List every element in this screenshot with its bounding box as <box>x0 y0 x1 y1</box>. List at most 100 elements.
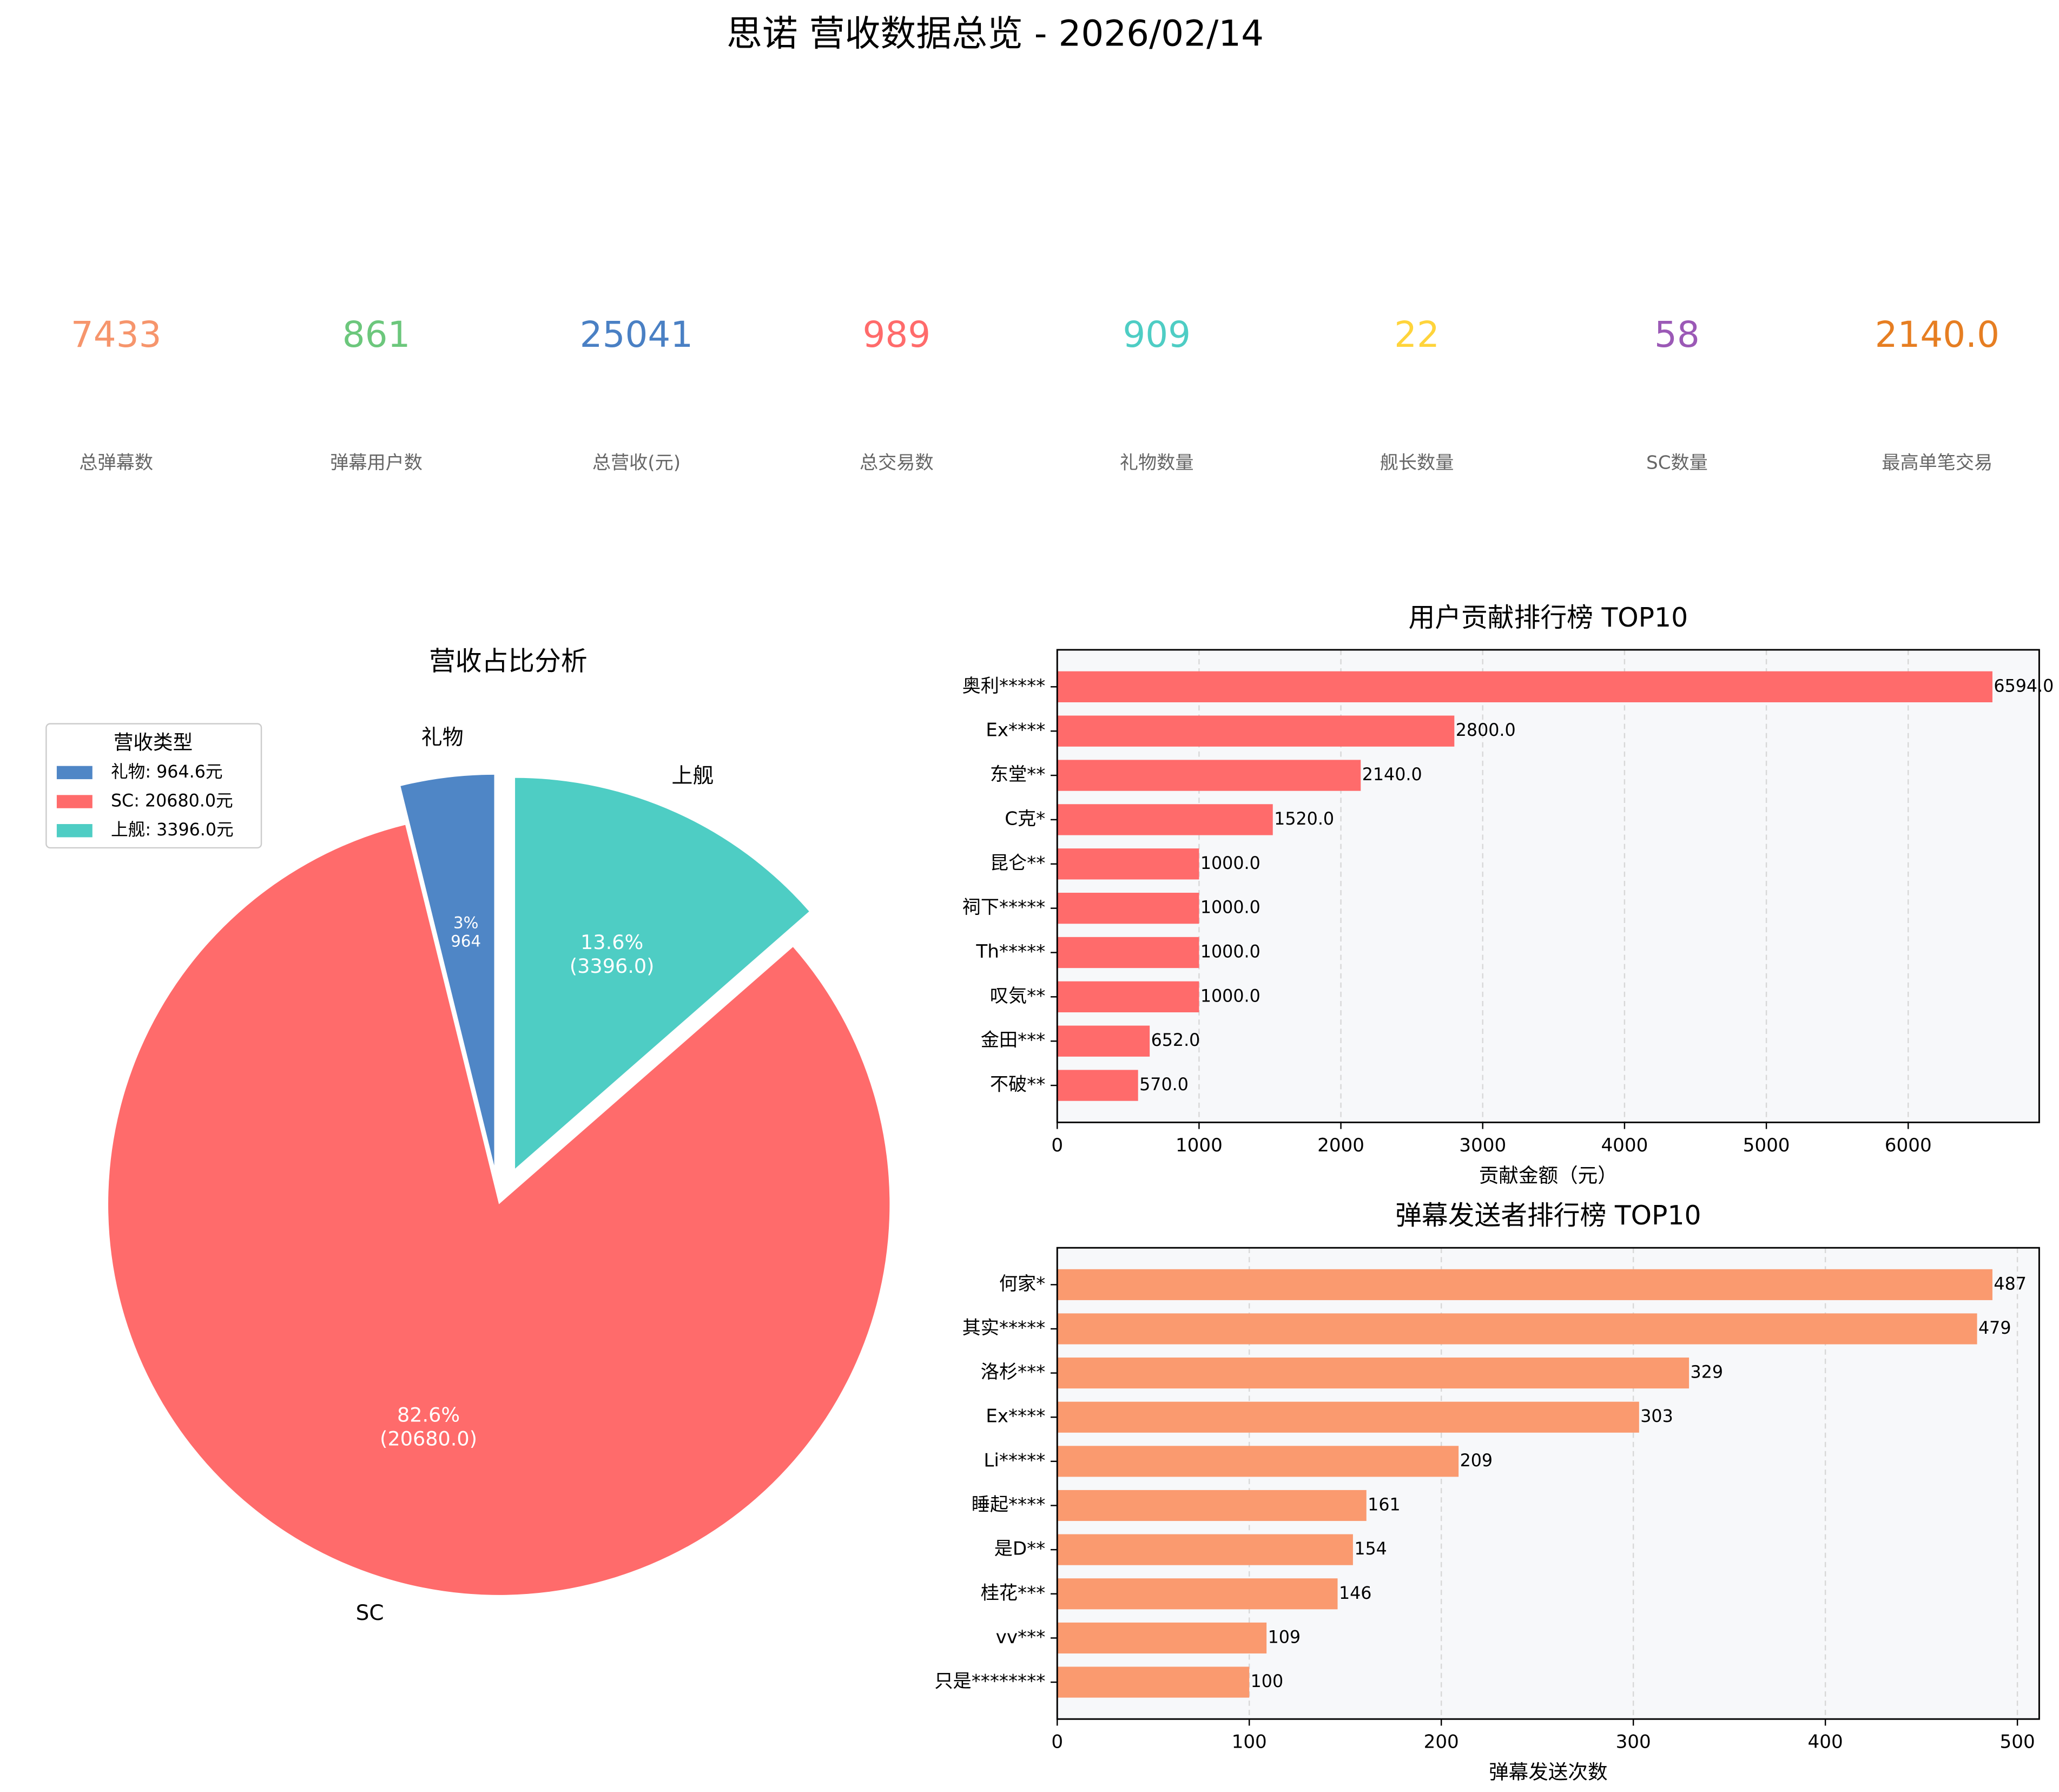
bar <box>1057 1666 1250 1698</box>
y-tick-label: 金田*** <box>981 1030 1045 1051</box>
bar-value-label: 1000.0 <box>1200 986 1261 1006</box>
bar-value-label: 570.0 <box>1139 1075 1189 1095</box>
pie-value-label: (20680.0) <box>380 1427 477 1450</box>
y-tick-label: 昆仑** <box>990 852 1045 874</box>
x-tick-label: 0 <box>1051 1731 1063 1753</box>
bar-value-label: 1000.0 <box>1200 854 1261 873</box>
y-tick-label: 不破** <box>990 1074 1045 1096</box>
y-tick-label: 只是******** <box>934 1671 1045 1692</box>
bar <box>1057 1578 1338 1610</box>
y-tick-label: 桂花*** <box>981 1582 1045 1604</box>
bar <box>1057 848 1199 880</box>
legend-swatch <box>56 795 93 808</box>
kpi-value: 909 <box>1123 314 1191 355</box>
pie-value-label: 964 <box>451 932 481 950</box>
x-tick-label: 300 <box>1616 1731 1651 1753</box>
bar <box>1057 1269 1992 1300</box>
bar <box>1057 1358 1690 1389</box>
x-tick-label: 2000 <box>1317 1135 1364 1156</box>
bar <box>1057 804 1273 835</box>
pie-value-label: 13.6% <box>580 931 643 954</box>
bar-value-label: 1000.0 <box>1200 898 1261 918</box>
y-tick-label: Ex**** <box>986 1406 1045 1427</box>
plot-frame <box>1056 1247 2040 1720</box>
plot-frame <box>1056 649 2040 1123</box>
kpi-value: 7433 <box>71 314 162 355</box>
bar <box>1057 671 1992 702</box>
kpi-value: 2140.0 <box>1875 314 1999 355</box>
bar-value-label: 1520.0 <box>1274 809 1334 829</box>
y-tick-label: 是D** <box>994 1538 1046 1560</box>
pie-value-label: 3% <box>453 913 478 932</box>
bar <box>1057 1622 1267 1653</box>
bar <box>1057 1313 1977 1345</box>
x-tick-label: 5000 <box>1743 1135 1790 1156</box>
bar <box>1057 1446 1459 1477</box>
bar <box>1057 760 1361 791</box>
y-tick-label: 其实***** <box>962 1317 1046 1339</box>
y-tick-label: vv*** <box>996 1626 1046 1648</box>
bar-value-label: 1000.0 <box>1200 942 1261 961</box>
kpi-label: 最高单笔交易 <box>1882 452 1992 473</box>
pie-category-label: 上舰 <box>671 764 714 788</box>
y-tick-label: Ex**** <box>986 720 1045 741</box>
pie-wedge <box>108 825 890 1595</box>
bar <box>1057 892 1199 924</box>
y-tick-label: 奥利***** <box>962 675 1046 697</box>
bar <box>1057 1490 1367 1521</box>
x-axis-title: 弹幕发送次数 <box>1489 1761 1607 1784</box>
legend-label: 上舰: 3396.0元 <box>111 820 234 840</box>
bar-value-label: 209 <box>1460 1451 1493 1471</box>
x-tick-label: 1000 <box>1176 1135 1223 1156</box>
y-tick-label: Li***** <box>984 1450 1045 1471</box>
pie-value-label: (3396.0) <box>570 954 655 978</box>
y-tick-label: 睡起**** <box>972 1494 1046 1516</box>
legend-swatch <box>56 824 93 838</box>
legend-box <box>45 723 262 849</box>
bar <box>1057 1534 1353 1565</box>
chart-title: 营收占比分析 <box>429 645 588 676</box>
pie-category-label: SC <box>356 1601 384 1625</box>
x-tick-label: 400 <box>1808 1731 1843 1753</box>
kpi-label: 弹幕用户数 <box>330 452 423 473</box>
bar-value-label: 329 <box>1691 1363 1724 1382</box>
kpi-label: 舰长数量 <box>1380 452 1454 473</box>
bar <box>1057 1025 1150 1057</box>
chart-title: 用户贡献排行榜 TOP10 <box>1408 602 1688 633</box>
bar-value-label: 652.0 <box>1151 1031 1200 1050</box>
bar-value-label: 100 <box>1251 1672 1284 1691</box>
bar-value-label: 2800.0 <box>1456 721 1516 740</box>
y-tick-label: Th***** <box>975 941 1045 963</box>
legend-label: 礼物: 964.6元 <box>111 762 223 782</box>
bar <box>1057 937 1199 969</box>
y-tick-label: 洛杉*** <box>981 1361 1045 1383</box>
x-tick-label: 500 <box>2000 1731 2035 1753</box>
bar-value-label: 487 <box>1994 1274 2027 1294</box>
bar <box>1057 1070 1138 1101</box>
chart-title: 弹幕发送者排行榜 TOP10 <box>1395 1200 1701 1231</box>
kpi-value: 58 <box>1654 314 1700 355</box>
pie-category-label: 礼物 <box>421 726 464 750</box>
bar <box>1057 1401 1639 1433</box>
kpi-value: 25041 <box>580 314 694 355</box>
y-tick-label: 东堂** <box>990 764 1045 786</box>
x-tick-label: 4000 <box>1601 1135 1648 1156</box>
y-tick-label: C克* <box>1005 808 1045 829</box>
x-tick-label: 200 <box>1424 1731 1459 1753</box>
bar-value-label: 146 <box>1339 1584 1372 1603</box>
pie-wedge <box>400 774 494 1165</box>
x-tick-label: 6000 <box>1885 1135 1932 1156</box>
dashboard-title: 思诺 营收数据总览 - 2026/02/14 <box>727 13 1264 55</box>
y-tick-label: 祠下***** <box>962 897 1046 918</box>
legend-label: SC: 20680.0元 <box>111 792 233 811</box>
x-tick-label: 0 <box>1051 1135 1063 1156</box>
legend-swatch <box>56 766 93 780</box>
bar <box>1057 981 1199 1012</box>
y-tick-label: 叹気** <box>990 985 1045 1007</box>
y-tick-label: 何家* <box>999 1273 1045 1295</box>
bar-value-label: 154 <box>1354 1539 1387 1559</box>
bar-value-label: 6594.0 <box>1994 676 2054 696</box>
kpi-label: 总营收(元) <box>592 452 681 473</box>
